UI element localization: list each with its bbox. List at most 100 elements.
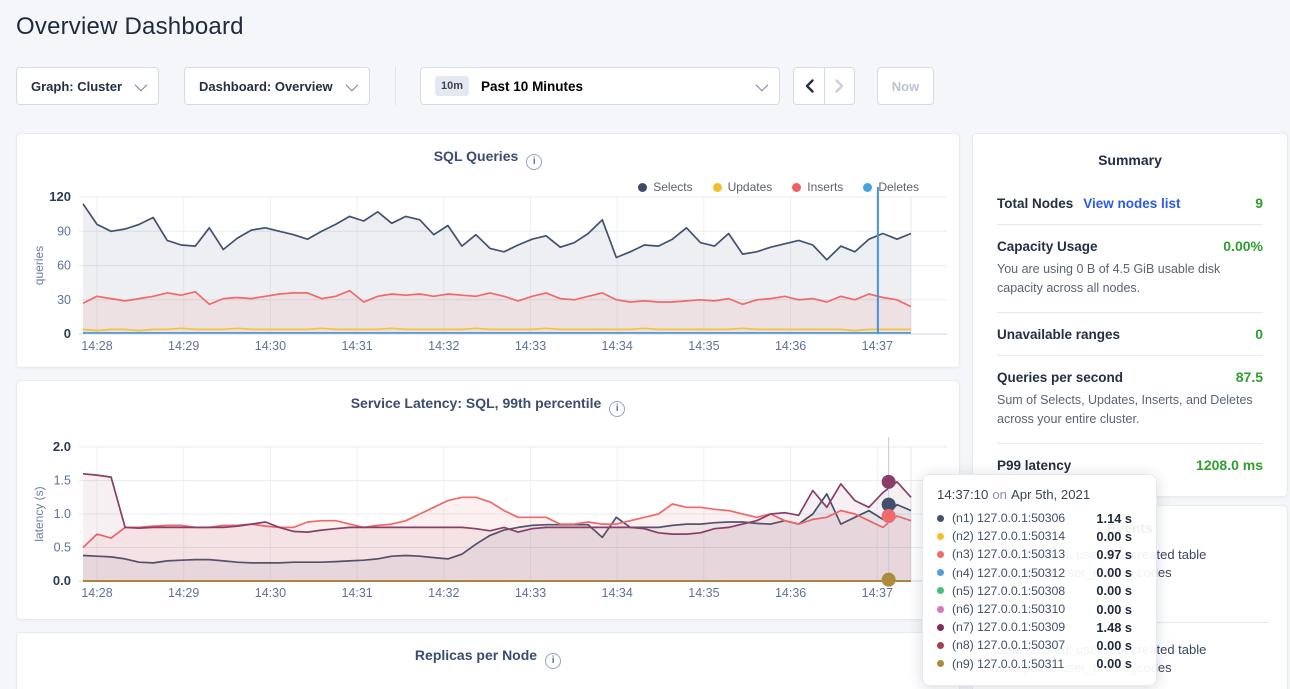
hover-point (882, 509, 896, 523)
time-range-chip: 10m (435, 76, 469, 96)
tooltip-row: (n4) 127.0.0.1:503120.00 s (937, 564, 1142, 582)
legend-dot-icon (713, 183, 722, 192)
svg-text:0: 0 (64, 326, 71, 341)
tooltip-row: (n2) 127.0.0.1:503140.00 s (937, 527, 1142, 545)
svg-text:14:35: 14:35 (688, 339, 719, 353)
chevron-right-icon (834, 79, 845, 93)
chart-head: SQL Queries i (17, 148, 959, 170)
time-range-dropdown[interactable]: 10m Past 10 Minutes (420, 67, 780, 105)
summary-panel: Summary Total Nodes View nodes list 9 Ca… (972, 133, 1288, 497)
tooltip-row: (n3) 127.0.0.1:503130.97 s (937, 545, 1142, 563)
hover-point (882, 573, 896, 587)
svg-text:14:28: 14:28 (81, 586, 112, 600)
node-dot-icon (937, 569, 944, 576)
chart-title: Replicas per Node (415, 647, 537, 663)
summary-divider (997, 312, 1263, 313)
svg-text:queries: queries (32, 246, 46, 285)
time-range-label: Past 10 Minutes (481, 79, 756, 94)
controls-bar: Graph: Cluster Dashboard: Overview 10m P… (16, 67, 934, 105)
svg-text:14:28: 14:28 (81, 339, 112, 353)
svg-text:14:32: 14:32 (428, 339, 459, 353)
chart-title: SQL Queries (434, 148, 519, 164)
legend-dot-icon (792, 183, 801, 192)
svg-text:14:33: 14:33 (515, 586, 546, 600)
info-icon[interactable]: i (545, 653, 561, 669)
tooltip-time: 14:37:10 (937, 487, 988, 502)
svg-text:30: 30 (57, 293, 71, 307)
tooltip-on: on (992, 487, 1007, 502)
tooltip-date: Apr 5th, 2021 (1011, 487, 1090, 502)
tooltip-timestamp: 14:37:10 on Apr 5th, 2021 (937, 487, 1142, 502)
svg-text:0.5: 0.5 (54, 541, 71, 555)
sql-queries-card: SQL Queries i Selects Updates Inserts Delete… (16, 133, 960, 368)
svg-text:60: 60 (57, 259, 71, 273)
legend-item: Selects (638, 180, 692, 194)
qps-value: 87.5 (1236, 369, 1263, 385)
tooltip-row: (n9) 127.0.0.1:503110.00 s (937, 655, 1142, 673)
graph-dropdown-label: Graph: Cluster (31, 79, 122, 94)
dashboard-dropdown-label: Dashboard: Overview (199, 79, 333, 94)
graph-dropdown[interactable]: Graph: Cluster (16, 67, 159, 105)
info-icon[interactable]: i (609, 401, 625, 417)
charts-column: SQL Queries i Selects Updates Inserts Delete… (16, 133, 960, 689)
chevron-down-icon (135, 78, 148, 91)
chart-head: Service Latency: SQL, 99th percentile i (17, 395, 959, 417)
tooltip-row: (n5) 127.0.0.1:503080.00 s (937, 582, 1142, 600)
svg-text:14:36: 14:36 (775, 339, 806, 353)
legend-item: Deletes (863, 180, 919, 194)
controls-divider (395, 67, 396, 105)
svg-text:14:34: 14:34 (602, 586, 633, 600)
now-button[interactable]: Now (877, 67, 934, 105)
total-nodes-label: Total Nodes (997, 196, 1073, 211)
time-next-button[interactable] (824, 67, 855, 105)
summary-unavailable-row: Unavailable ranges 0 (997, 326, 1263, 342)
legend-dot-icon (863, 183, 872, 192)
node-dot-icon (937, 606, 944, 613)
node-dot-icon (937, 515, 944, 522)
chevron-left-icon (804, 79, 815, 93)
info-icon[interactable]: i (526, 154, 542, 170)
unavailable-ranges-value: 0 (1255, 326, 1263, 342)
node-dot-icon (937, 624, 944, 631)
svg-text:14:30: 14:30 (255, 586, 286, 600)
capacity-value: 0.00% (1223, 238, 1263, 254)
svg-text:14:37: 14:37 (862, 586, 893, 600)
page-title: Overview Dashboard (16, 13, 244, 41)
svg-text:14:31: 14:31 (341, 339, 372, 353)
svg-text:1.0: 1.0 (54, 507, 71, 521)
chart-title: Service Latency: SQL, 99th percentile (351, 395, 602, 411)
chart-head: Replicas per Node i (17, 647, 959, 669)
svg-text:0.0: 0.0 (53, 573, 71, 588)
time-prev-button[interactable] (793, 67, 824, 105)
summary-divider (997, 443, 1263, 444)
svg-text:120: 120 (49, 189, 71, 204)
svg-text:14:33: 14:33 (515, 339, 546, 353)
capacity-description: You are using 0 B of 4.5 GiB usable disk… (997, 260, 1263, 299)
p99-value: 1208.0 ms (1196, 457, 1263, 473)
node-dot-icon (937, 587, 944, 594)
svg-text:14:34: 14:34 (602, 339, 633, 353)
svg-text:14:35: 14:35 (688, 586, 719, 600)
summary-divider (997, 355, 1263, 356)
svg-text:14:37: 14:37 (862, 339, 893, 353)
svg-text:latency (s): latency (s) (32, 486, 46, 541)
tooltip-rows: (n1) 127.0.0.1:503061.14 s(n2) 127.0.0.1… (937, 509, 1142, 673)
tooltip-row: (n8) 127.0.0.1:503070.00 s (937, 636, 1142, 654)
summary-title: Summary (997, 152, 1263, 168)
legend-item: Inserts (792, 180, 843, 194)
view-nodes-link[interactable]: View nodes list (1083, 196, 1180, 211)
dashboard-dropdown[interactable]: Dashboard: Overview (184, 67, 370, 105)
svg-text:14:29: 14:29 (168, 339, 199, 353)
node-dot-icon (937, 660, 944, 667)
tooltip-row: (n6) 127.0.0.1:503100.00 s (937, 600, 1142, 618)
replicas-per-node-card: Replicas per Node i (16, 632, 960, 689)
node-dot-icon (937, 533, 944, 540)
svg-text:14:32: 14:32 (428, 586, 459, 600)
svg-text:14:36: 14:36 (775, 586, 806, 600)
svg-text:14:30: 14:30 (255, 339, 286, 353)
svg-text:14:31: 14:31 (341, 586, 372, 600)
svg-text:1.5: 1.5 (54, 474, 71, 488)
chevron-down-icon (756, 78, 769, 91)
summary-divider (997, 224, 1263, 225)
legend-item: Updates (713, 180, 773, 194)
